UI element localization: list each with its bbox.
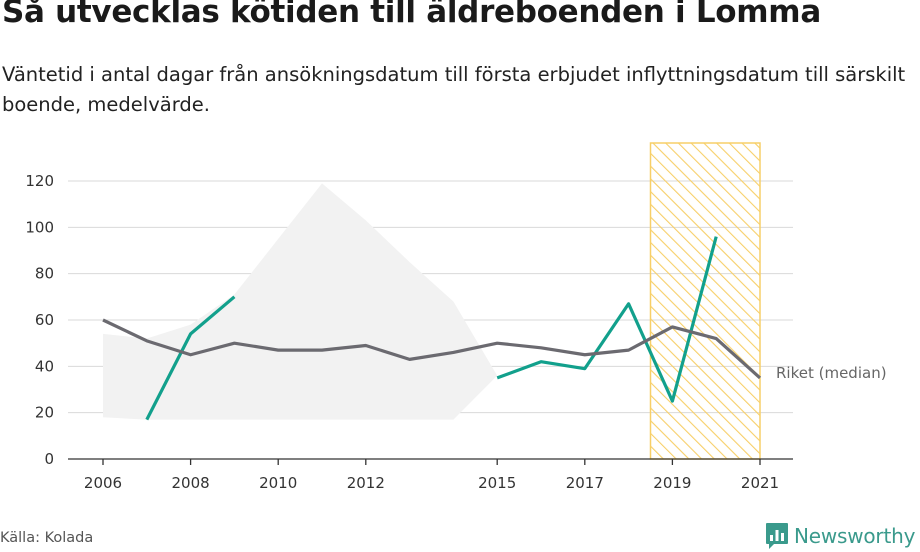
brand-name: Newsworthy <box>794 524 916 548</box>
y-tick-label-0: 0 <box>44 450 54 468</box>
chart-bubble-icon <box>766 523 788 549</box>
highlight-region <box>649 142 761 460</box>
x-tick-label-2006: 2006 <box>84 474 122 492</box>
source-note: Källa: Kolada <box>0 530 94 546</box>
x-tick-labels: 2006 2008 2010 2012 2015 2017 2019 2021 <box>84 474 779 492</box>
newsworthy-logo: Newsworthy <box>765 520 915 552</box>
y-tick-label-60: 60 <box>35 311 54 329</box>
series-label-riket: Riket (median) <box>776 364 887 382</box>
series-lines <box>102 236 762 421</box>
y-tick-label-20: 20 <box>35 404 54 422</box>
x-tick-label-2008: 2008 <box>172 474 210 492</box>
y-tick-label-100: 100 <box>25 218 54 236</box>
highlight-period <box>649 142 761 460</box>
x-tick-label-2021: 2021 <box>741 474 779 492</box>
series-labels: Riket (median) <box>776 364 887 382</box>
series-line-riket-0 <box>102 318 762 380</box>
x-tick-label-2019: 2019 <box>653 474 691 492</box>
range-area <box>103 183 498 420</box>
background-area <box>103 183 498 420</box>
x-tick-label-2012: 2012 <box>347 474 385 492</box>
y-tick-label-120: 120 <box>25 172 54 190</box>
chart-title: Så utvecklas kötiden till äldreboenden i… <box>2 0 821 30</box>
series-line-lomma-0 <box>145 295 236 421</box>
chart-subtitle: Väntetid i antal dagar från ansökningsda… <box>2 63 906 116</box>
series-line-lomma-1 <box>496 236 718 403</box>
x-tick-label-2017: 2017 <box>566 474 604 492</box>
x-tick-label-2010: 2010 <box>259 474 297 492</box>
y-tick-label-40: 40 <box>35 357 54 375</box>
y-tick-label-80: 80 <box>35 265 54 283</box>
x-axis <box>68 458 793 465</box>
y-axis: 0 20 40 60 80 100 120 <box>25 172 54 468</box>
x-tick-label-2015: 2015 <box>478 474 516 492</box>
